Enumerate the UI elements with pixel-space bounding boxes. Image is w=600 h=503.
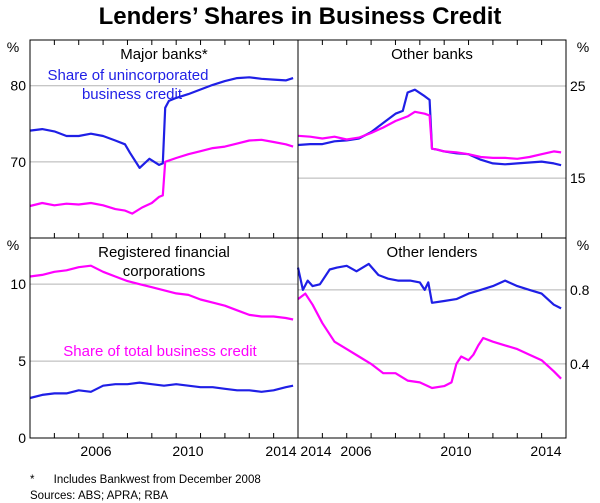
bottom-left-y-tick-label: 5 [18,353,26,369]
x-tick-label: 2014 [265,443,296,459]
bottom-left-panel-title: corporations [123,263,206,280]
x-tick-label: 2014 [530,443,561,459]
bottom-right-y-tick-label: 0.4 [570,356,590,372]
bottom-right-series-unincorporated [296,262,562,310]
top-left-y-tick-label: 70 [10,154,26,170]
annotation-unincorporated-line1: Share of unincorporated [48,67,209,84]
bottom-left-series-unincorporated [29,381,294,400]
top-left-y-tick-label: 80 [10,78,26,94]
top-left-series-unincorporated [29,76,294,169]
top-right-y-tick-label: 25 [570,78,586,94]
footnote-bankwest: * Includes Bankwest from December 2008 [30,474,261,486]
bottom-left-y-tick-label: 0 [18,430,26,446]
bottom-right-panel-title: Other lenders [387,244,478,261]
x-tick-label: 2010 [172,443,203,459]
top-left-unit-label: % [7,39,19,55]
x-tick-label: 2014 [300,443,331,459]
bottom-left-panel-title: Registered financial [98,244,230,261]
annotation-unincorporated-line2: business credit [82,86,183,103]
top-right-unit-label: % [577,39,589,55]
top-right-panel-title: Other banks [391,46,473,63]
bottom-right-series-total [297,292,562,390]
top-right-series-total [297,110,562,160]
bottom-right-unit-label: % [577,237,589,253]
top-left-series-total [29,138,294,215]
annotation-total: Share of total business credit [63,343,257,360]
chart-title: Lenders’ Shares in Business Credit [99,3,502,30]
top-left-panel-title: Major banks* [120,46,208,63]
x-tick-label: 2010 [440,443,471,459]
footnote-sources: Sources: ABS; APRA; RBA [30,490,168,502]
bottom-left-unit-label: % [7,237,19,253]
panels-group: 70 80% Major banks* Share of unincorporated… [7,39,590,459]
x-tick-label: 2006 [80,443,111,459]
bottom-left-y-tick-label: 10 [10,276,26,292]
x-tick-label: 2006 [340,443,371,459]
bottom-right-y-tick-label: 0.8 [570,282,590,298]
top-right-y-tick-label: 15 [570,170,586,186]
bottom-left-series-total [29,264,294,321]
